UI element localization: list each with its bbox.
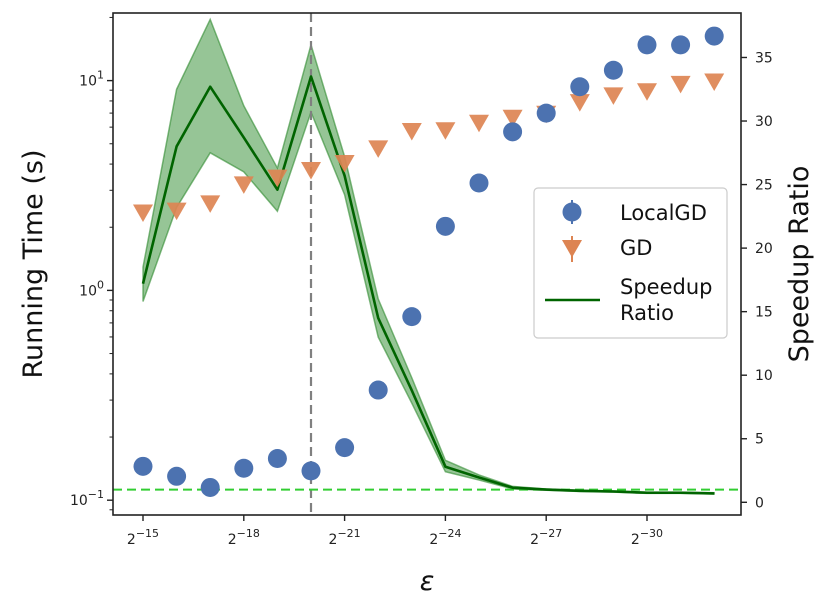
gd-point <box>603 87 624 105</box>
localgd-point <box>234 458 254 478</box>
speedup-line-layer <box>141 75 715 495</box>
legend: LocalGD GD Speedup Ratio <box>533 187 728 339</box>
localgd-point <box>301 461 321 481</box>
localgd-point <box>603 60 623 80</box>
localgd-point <box>570 77 590 97</box>
x-tick-label: 2−18 <box>228 527 260 548</box>
x-axis-label: ε <box>420 566 435 597</box>
gd-point <box>334 154 355 173</box>
gd-point <box>200 195 221 213</box>
localgd-point <box>167 466 187 486</box>
legend-localgd-marker <box>562 202 582 222</box>
gd-point <box>704 73 725 92</box>
tick-layer: 2−15 2−18 2−21 2−24 2−27 2−30 10−1 100 101 0 5 10 15… <box>70 16 773 548</box>
localgd-point <box>671 35 691 55</box>
y-right-tick-label: 15 <box>755 305 773 321</box>
gd-point <box>233 176 254 194</box>
localgd-point <box>503 122 523 142</box>
localgd-point <box>469 173 489 193</box>
x-tick-label: 2−27 <box>530 527 562 548</box>
x-tick-label: 2−30 <box>631 527 663 548</box>
gd-point <box>166 202 187 221</box>
y-right-tick-label: 35 <box>755 50 773 66</box>
gd-point <box>435 122 456 140</box>
y-right-tick-label: 25 <box>755 178 773 194</box>
localgd-point <box>704 26 724 46</box>
localgd-point <box>368 380 388 400</box>
legend-gd-marker <box>562 240 582 258</box>
gd-point <box>569 94 590 112</box>
y-left-tick-label: 101 <box>79 69 104 90</box>
gd-point <box>502 109 523 128</box>
localgd-point <box>637 35 657 55</box>
y-right-tick-label: 30 <box>755 114 773 130</box>
y-axis-left-label: Running Time (s) <box>18 149 49 378</box>
gd-point <box>401 123 422 141</box>
legend-speedup-label: Speedup Ratio <box>620 275 712 325</box>
y-right-tick-label: 20 <box>755 241 773 257</box>
localgd-point <box>435 216 455 236</box>
localgd-point <box>133 456 153 476</box>
localgd-point <box>335 438 355 458</box>
localgd-point <box>402 307 422 327</box>
y-axis-right-label: Speedup Ratio <box>784 166 815 363</box>
y-right-tick-label: 0 <box>755 495 764 511</box>
gd-point <box>133 204 153 223</box>
localgd-point <box>536 103 556 123</box>
legend-gd-label: GD <box>620 236 652 260</box>
y-right-tick-label: 5 <box>755 432 764 448</box>
gd-point <box>267 169 288 188</box>
x-tick-label: 2−15 <box>127 527 159 548</box>
y-left-tick-label: 10−1 <box>70 488 104 509</box>
gd-point <box>301 161 321 180</box>
gd-point <box>637 83 657 101</box>
x-tick-label: 2−24 <box>429 527 461 548</box>
localgd-point <box>200 477 220 497</box>
legend-localgd-label: LocalGD <box>620 201 707 225</box>
gd-point <box>368 140 389 158</box>
speedup-ratio-line <box>141 75 715 495</box>
x-tick-label: 2−21 <box>329 527 361 548</box>
points-layer <box>133 26 725 497</box>
y-left-tick-label: 100 <box>79 278 104 299</box>
gd-point <box>670 75 691 94</box>
gd-point <box>469 114 489 133</box>
y-right-tick-label: 10 <box>755 368 773 384</box>
localgd-point <box>267 449 287 469</box>
plot-frame <box>112 12 742 516</box>
